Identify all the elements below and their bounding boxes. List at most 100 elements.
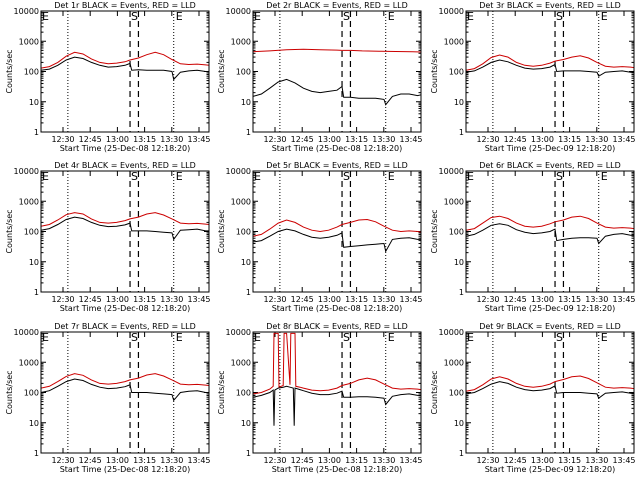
x-tick-label: 12:30 xyxy=(476,135,499,144)
panel-det-7: Det 7r BLACK = Events, RED = LLD Counts/s… xyxy=(5,322,211,474)
marker-e-right: E xyxy=(388,10,395,23)
x-axis-label: Start Time (25-Dec-08 12:18:20) xyxy=(60,304,191,313)
panel-det-4: Det 4r BLACK = Events, RED = LLD Counts/s… xyxy=(5,161,211,313)
y-axis-label: Counts/sec xyxy=(430,209,439,253)
y-axis-label: Counts/sec xyxy=(430,49,439,93)
marker-s: S xyxy=(556,10,563,23)
x-tick-label: 13:30 xyxy=(160,456,183,465)
x-tick-label: 13:30 xyxy=(372,295,395,304)
marker-s: S xyxy=(131,331,138,344)
marker-s: S xyxy=(131,10,138,23)
x-tick-label: 13:30 xyxy=(372,135,395,144)
x-axis-label: Start Time (25-Dec-09 12:18:20) xyxy=(485,465,616,474)
y-tick-label: 1 xyxy=(459,449,464,458)
x-tick-label: 12:45 xyxy=(291,456,314,465)
x-tick-label: 13:00 xyxy=(318,456,341,465)
lld-series-line xyxy=(465,215,635,231)
lld-series-line xyxy=(40,373,210,389)
marker-s: S xyxy=(343,331,350,344)
marker-e-right: E xyxy=(601,10,608,23)
panel-det-2: Det 2r BLACK = Events, RED = LLD Counts/s… xyxy=(217,1,423,153)
y-tick-label: 1 xyxy=(459,128,464,137)
panel-title: Det 8r BLACK = Events, RED = LLD xyxy=(266,322,408,331)
x-axis-label: Start Time (25-Dec-08 12:18:20) xyxy=(60,465,191,474)
x-tick-label: 12:30 xyxy=(263,295,286,304)
x-tick-label: 13:45 xyxy=(187,456,210,465)
events-series-line xyxy=(465,59,634,77)
x-tick-label: 13:00 xyxy=(318,295,341,304)
panel-det-1: Det 1r BLACK = Events, RED = LLD Counts/s… xyxy=(5,1,211,153)
events-series-line xyxy=(252,78,422,106)
y-tick-label: 100 xyxy=(236,228,251,237)
plot-frame xyxy=(252,170,422,293)
marker-s: S xyxy=(343,170,350,183)
y-tick-label: 1000 xyxy=(231,37,251,46)
marker-s: S xyxy=(556,331,563,344)
y-tick-label: 100 xyxy=(236,68,251,77)
panel-det-6: Det 6r BLACK = Events, RED = LLD Counts/s… xyxy=(430,161,636,313)
marker-e-right: E xyxy=(176,331,183,344)
plot-frame xyxy=(465,10,635,133)
x-tick-label: 13:15 xyxy=(133,295,156,304)
marker-e-right: E xyxy=(388,170,395,183)
y-tick-label: 1 xyxy=(246,128,251,137)
marker-s: S xyxy=(343,10,350,23)
y-axis-label: Counts/sec xyxy=(5,370,14,414)
x-axis-label: Start Time (25-Dec-08 12:18:20) xyxy=(272,144,403,153)
x-tick-label: 13:15 xyxy=(133,456,156,465)
x-tick-label: 13:15 xyxy=(133,135,156,144)
y-tick-label: 10 xyxy=(454,258,464,267)
marker-e-left: E xyxy=(467,331,474,344)
y-tick-label: 1 xyxy=(246,449,251,458)
lld-series-line xyxy=(40,51,210,69)
marker-e-right: E xyxy=(176,10,183,23)
events-series-line xyxy=(252,228,421,253)
marker-e-right: E xyxy=(176,170,183,183)
panel-title: Det 6r BLACK = Events, RED = LLD xyxy=(479,161,621,170)
events-series-line xyxy=(40,216,209,241)
x-tick-label: 13:00 xyxy=(531,295,554,304)
marker-e-left: E xyxy=(254,331,261,344)
marker-e-right: E xyxy=(601,170,608,183)
y-tick-label: 1000 xyxy=(231,197,251,206)
x-tick-label: 13:45 xyxy=(399,456,422,465)
x-tick-label: 12:30 xyxy=(51,135,74,144)
x-tick-label: 12:30 xyxy=(263,135,286,144)
x-tick-label: 13:30 xyxy=(160,295,183,304)
events-series-line xyxy=(465,381,634,399)
panel-title: Det 9r BLACK = Events, RED = LLD xyxy=(479,322,621,331)
x-tick-label: 12:45 xyxy=(291,135,314,144)
panel-title: Det 5r BLACK = Events, RED = LLD xyxy=(266,161,408,170)
x-tick-label: 13:15 xyxy=(558,135,581,144)
lld-series-line xyxy=(465,375,635,392)
y-tick-label: 10 xyxy=(241,419,251,428)
x-tick-label: 13:45 xyxy=(399,295,422,304)
marker-e-left: E xyxy=(254,10,261,23)
x-tick-label: 12:45 xyxy=(79,456,102,465)
x-tick-label: 13:15 xyxy=(345,456,368,465)
x-tick-label: 12:30 xyxy=(476,456,499,465)
x-tick-label: 12:45 xyxy=(504,456,527,465)
x-axis-label: Start Time (25-Dec-08 12:18:20) xyxy=(272,465,403,474)
panel-title: Det 2r BLACK = Events, RED = LLD xyxy=(266,1,408,10)
x-tick-label: 13:00 xyxy=(106,135,129,144)
lld-series-line xyxy=(252,48,422,53)
panel-title: Det 1r BLACK = Events, RED = LLD xyxy=(54,1,196,10)
y-tick-label: 10000 xyxy=(439,328,464,337)
panel-title: Det 7r BLACK = Events, RED = LLD xyxy=(54,322,196,331)
marker-e-right: E xyxy=(388,331,395,344)
panel-det-8: Det 8r BLACK = Events, RED = LLD Counts/s… xyxy=(217,322,423,474)
marker-e-right: E xyxy=(601,331,608,344)
y-tick-label: 1000 xyxy=(444,37,464,46)
events-series-line xyxy=(40,378,209,402)
x-axis-label: Start Time (25-Dec-09 12:18:20) xyxy=(485,304,616,313)
y-tick-label: 10000 xyxy=(226,167,251,176)
y-tick-label: 100 xyxy=(449,228,464,237)
lld-series-line xyxy=(40,212,210,227)
y-tick-label: 1000 xyxy=(19,37,39,46)
x-tick-label: 12:45 xyxy=(504,295,527,304)
y-tick-label: 100 xyxy=(24,68,39,77)
y-tick-label: 100 xyxy=(449,68,464,77)
y-tick-label: 10 xyxy=(241,258,251,267)
panel-det-5: Det 5r BLACK = Events, RED = LLD Counts/s… xyxy=(217,161,423,313)
